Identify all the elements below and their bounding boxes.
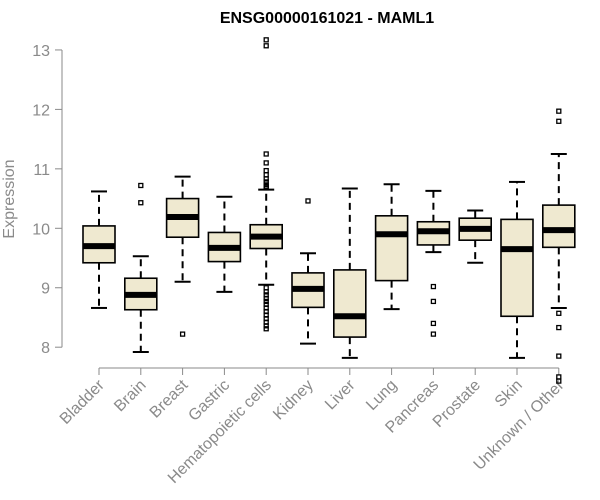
outlier-point — [263, 160, 269, 166]
outlier-point — [263, 285, 269, 291]
iqr-box — [541, 204, 576, 249]
y-tick-label: 9 — [41, 281, 50, 298]
box-group — [82, 37, 576, 384]
box-breast — [165, 175, 200, 337]
chart-title: ENSG00000161021 - MAML1 — [220, 10, 434, 27]
y-axis: 8 9 10 11 12 13 — [32, 43, 63, 357]
outlier-point — [263, 185, 269, 191]
outlier-point — [556, 108, 562, 114]
outlier-point — [263, 172, 269, 178]
outlier-point — [263, 289, 269, 295]
y-tick-label: 10 — [32, 221, 50, 238]
iqr-box — [500, 218, 534, 318]
outlier-point — [263, 323, 269, 329]
outlier-point — [263, 151, 269, 157]
box-gastric — [207, 195, 242, 293]
x-tick-label: Lung — [363, 377, 400, 414]
outlier-point — [263, 326, 269, 332]
box-prostate — [458, 209, 493, 264]
y-tick-label: 13 — [32, 43, 50, 60]
outlier-point — [556, 118, 562, 124]
x-tick-label: Breast — [147, 376, 192, 421]
outlier-point — [263, 43, 269, 49]
outlier-point — [138, 182, 144, 189]
y-axis-label: Expression — [1, 159, 18, 238]
outlier-point — [556, 310, 562, 316]
outlier-point — [305, 198, 311, 204]
outlier-point — [263, 298, 269, 305]
outlier-point — [138, 200, 144, 206]
outlier-point — [430, 298, 437, 305]
y-tick-label: 8 — [41, 340, 50, 357]
box-pancreas — [416, 189, 451, 337]
x-tick-label: Brain — [111, 377, 149, 415]
box-skin — [500, 180, 534, 359]
box-hematopoietic-cells — [249, 37, 283, 332]
outlier-point — [430, 283, 437, 290]
box-brain — [124, 182, 158, 353]
x-tick-label: Bladder — [57, 376, 108, 427]
x-tick-label: Liver — [322, 376, 359, 413]
y-tick-label: 12 — [32, 102, 50, 119]
outlier-point — [430, 320, 437, 327]
box-unknown-other — [541, 108, 576, 384]
box-kidney — [291, 198, 325, 345]
outlier-point — [556, 374, 562, 380]
y-tick-label: 11 — [33, 162, 50, 179]
box-lung — [374, 183, 409, 311]
outlier-point — [556, 324, 562, 331]
outlier-point — [179, 331, 186, 337]
x-tick-label: Skin — [492, 377, 526, 411]
outlier-point — [430, 331, 437, 337]
outlier-point — [263, 37, 269, 43]
iqr-box — [332, 269, 367, 338]
x-tick-label: Kidney — [270, 377, 317, 424]
outlier-point — [263, 167, 269, 174]
iqr-box — [374, 215, 409, 282]
outlier-point — [556, 353, 562, 359]
outlier-point — [263, 176, 269, 182]
box-bladder — [82, 190, 116, 309]
box-liver — [332, 187, 367, 359]
outlier-point — [263, 179, 269, 185]
outlier-point — [263, 295, 269, 302]
outlier-point — [556, 378, 562, 384]
